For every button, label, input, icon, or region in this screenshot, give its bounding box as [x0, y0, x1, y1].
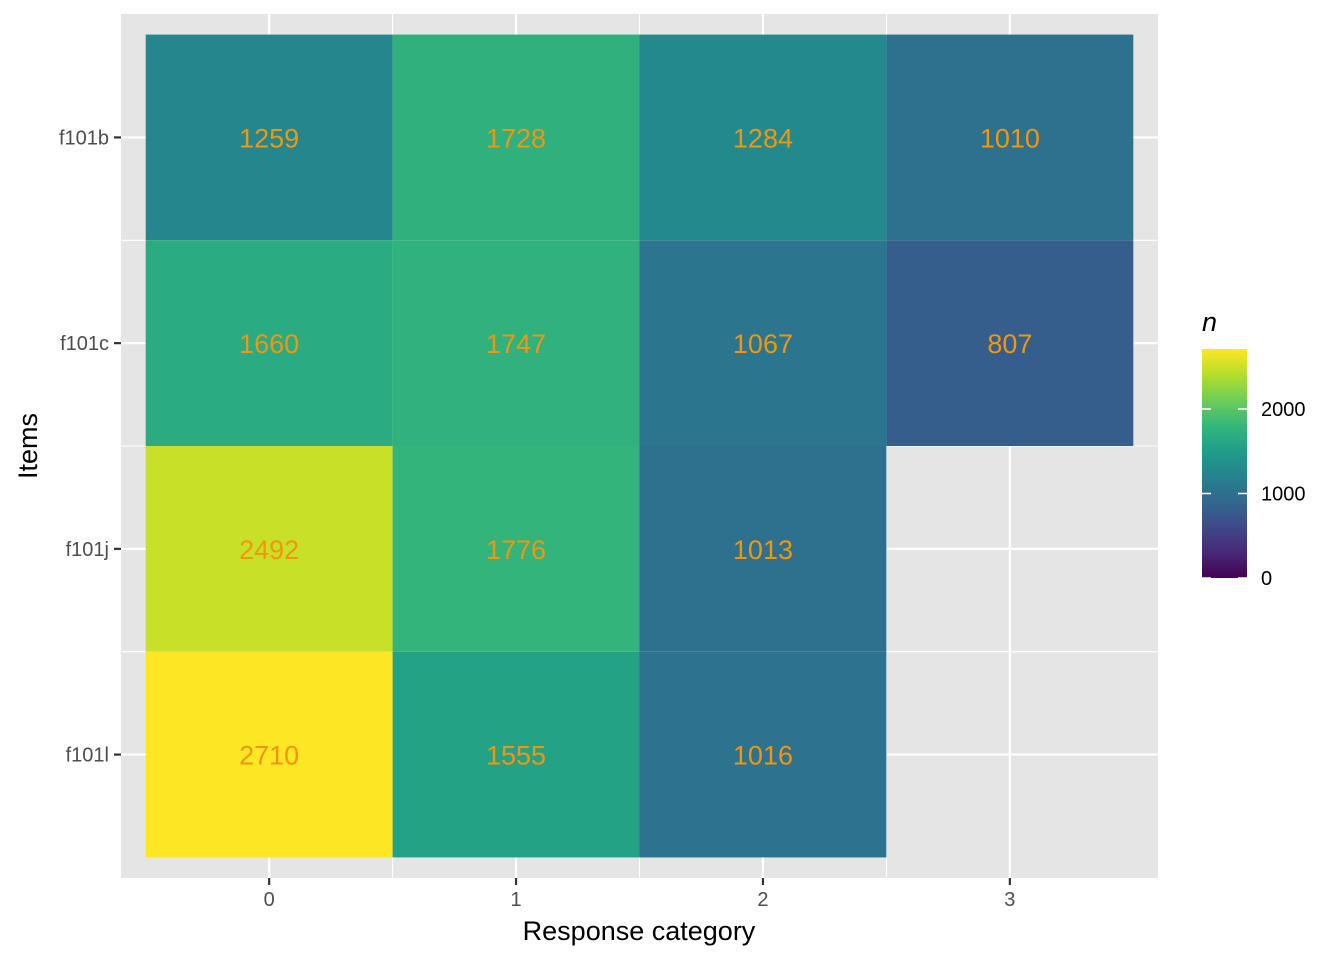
heatmap-cell-f101l-2 — [639, 651, 887, 858]
cell-value-label: 1013 — [733, 535, 793, 565]
legend-tick-label: 2000 — [1261, 399, 1306, 421]
x-tick-label: 0 — [264, 889, 275, 911]
x-axis: 0 1 2 3 — [264, 878, 1015, 911]
heatmap-cell-f101b-0 — [145, 34, 393, 241]
cell-value-label: 1284 — [733, 123, 793, 153]
heatmap-cell-f101l-1 — [392, 651, 640, 858]
cell-value-label: 1776 — [486, 535, 546, 565]
cell-value-label: 1728 — [486, 123, 546, 153]
y-axis-title: Items — [13, 413, 43, 479]
heatmap-cell-f101j-0 — [145, 446, 393, 652]
heatmap-cell-f101c-0 — [145, 240, 393, 446]
cell-value-label: 807 — [987, 329, 1032, 359]
x-tick-label: 2 — [757, 889, 768, 911]
cell-value-label: 1010 — [980, 123, 1040, 153]
heatmap-cell-f101l-0 — [145, 651, 393, 858]
cell-value-label: 1660 — [239, 329, 299, 359]
cell-value-label: 1067 — [733, 329, 793, 359]
heatmap-cell-f101b-3 — [886, 34, 1134, 241]
cell-value-label: 1016 — [733, 741, 793, 771]
y-axis: f101b f101c f101j f101l — [59, 127, 121, 767]
cell-value-label: 1555 — [486, 741, 546, 771]
y-tick-label: f101j — [66, 539, 109, 561]
heatmap-cells — [145, 34, 1134, 858]
y-tick-label: f101c — [60, 333, 109, 355]
heatmap-cell-f101c-2 — [639, 240, 887, 446]
legend-tick-label: 0 — [1261, 568, 1272, 590]
cell-value-labels: 1259 1728 1284 1010 1660 1747 1067 807 2492 1776 1… — [239, 123, 1040, 770]
x-tick-label: 1 — [510, 889, 521, 911]
heatmap-cell-f101b-1 — [392, 34, 640, 241]
y-tick-label: f101b — [59, 127, 109, 149]
x-tick-label: 3 — [1004, 889, 1015, 911]
heatmap-cell-f101b-2 — [639, 34, 887, 241]
heatmap-cell-f101c-3 — [886, 240, 1134, 446]
cell-value-label: 2710 — [239, 741, 299, 771]
heatmap-cell-f101c-1 — [392, 240, 640, 446]
x-axis-title: Response category — [523, 916, 756, 946]
color-legend: n 0 1000 2000 — [1202, 307, 1306, 590]
y-tick-label: f101l — [66, 745, 109, 767]
heatmap-cell-f101j-2 — [639, 446, 887, 652]
legend-title: n — [1202, 307, 1217, 337]
cell-value-label: 1747 — [486, 329, 546, 359]
cell-value-label: 2492 — [239, 535, 299, 565]
heatmap-cell-f101j-1 — [392, 446, 640, 652]
legend-colorbar — [1202, 349, 1247, 578]
legend-tick-label: 1000 — [1261, 483, 1306, 505]
cell-value-label: 1259 — [239, 123, 299, 153]
